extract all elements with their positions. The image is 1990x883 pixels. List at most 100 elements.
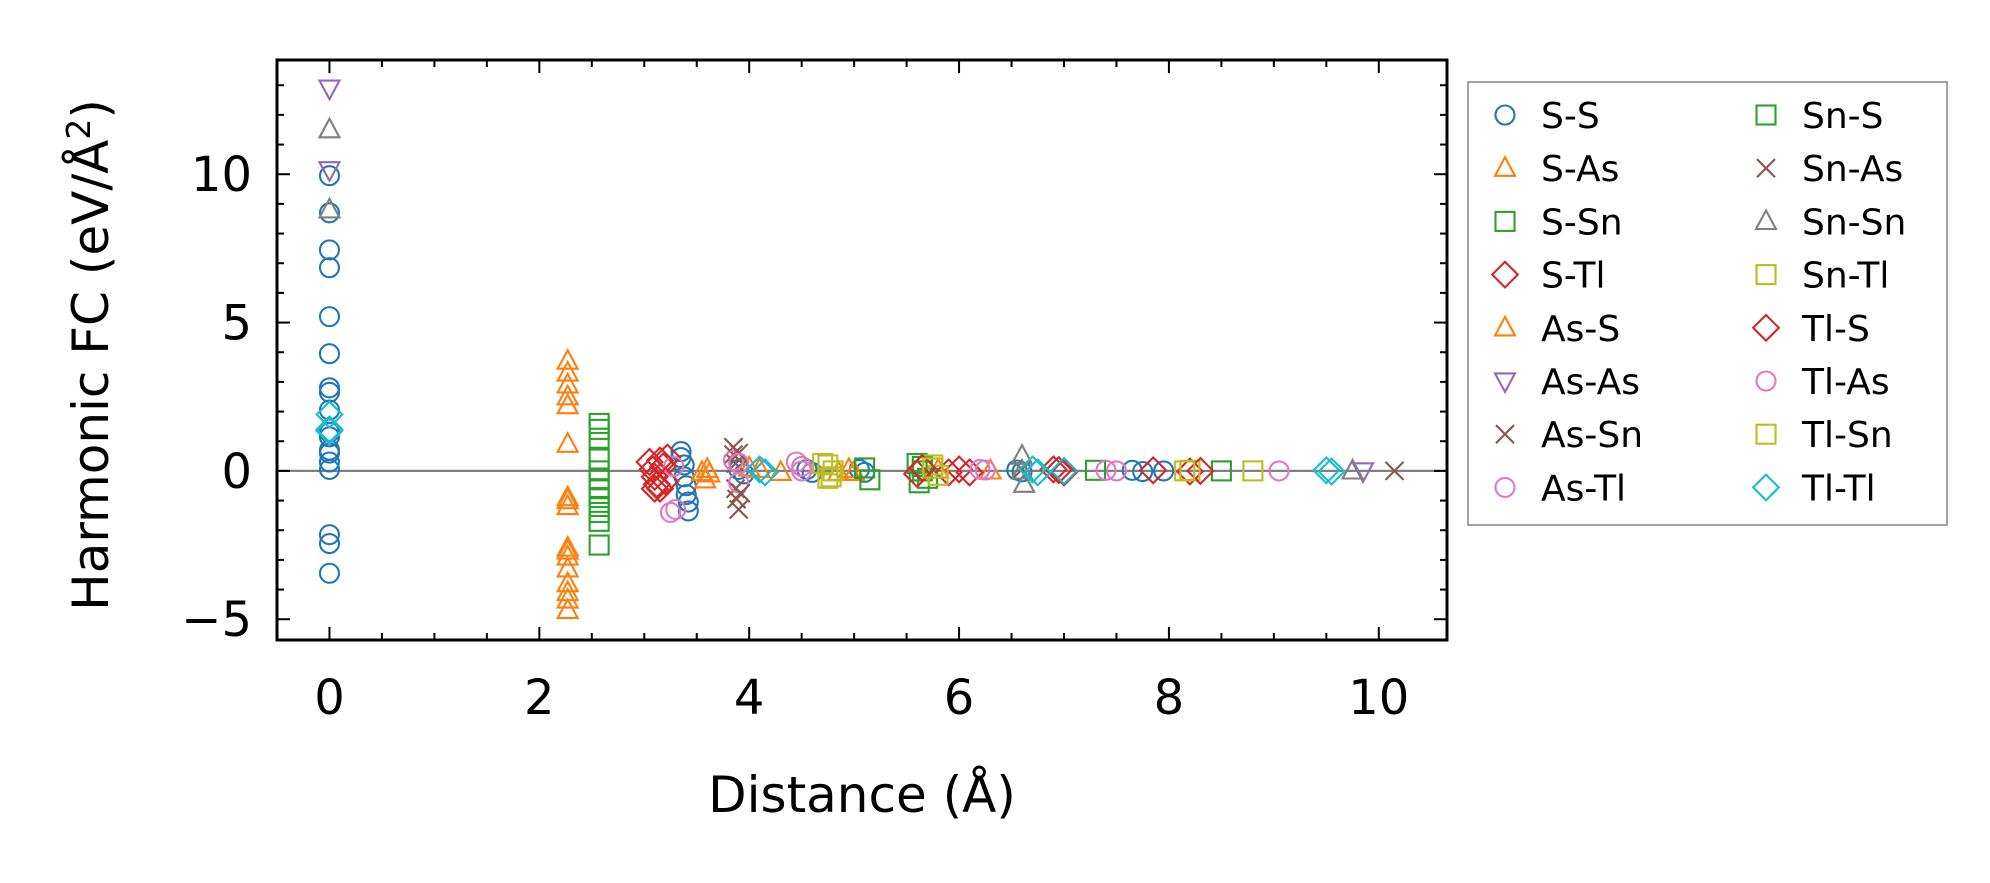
data-point-sn-sn xyxy=(317,116,342,139)
data-point-tl-as xyxy=(728,452,750,475)
data-point-s-s xyxy=(1132,460,1154,483)
data-point-sn-sn xyxy=(1012,471,1036,493)
data-point-s-tl xyxy=(1138,455,1168,485)
data-point-s-as xyxy=(555,383,580,406)
data-point-s-s xyxy=(318,257,341,279)
y-tick-label: 5 xyxy=(221,296,252,352)
y-tick-label: 0 xyxy=(221,444,252,500)
legend-marker-as-as xyxy=(1493,372,1517,395)
legend-marker-sn-tl xyxy=(1755,264,1777,286)
data-point-s-as xyxy=(555,392,580,415)
plot-frame xyxy=(275,58,1449,642)
data-point-s-as xyxy=(737,454,761,477)
data-point-tl-s xyxy=(1044,455,1074,485)
data-point-s-s xyxy=(1011,461,1033,483)
y-tick-label: −5 xyxy=(181,592,252,648)
legend-label-tl-tl: Tl-Tl xyxy=(1801,468,1876,509)
data-point-tl-sn xyxy=(817,467,839,489)
data-point-sn-as xyxy=(731,483,751,503)
data-point-s-s xyxy=(1153,460,1175,482)
data-point-tl-sn xyxy=(922,457,944,479)
data-point-as-as xyxy=(317,161,342,183)
x-axis-label: Distance (Å) xyxy=(708,766,1016,824)
y-axis-label-main: Harmonic FC (eV/Å xyxy=(62,140,120,611)
legend-label-tl-s: Tl-S xyxy=(1801,309,1870,350)
data-point-as-s xyxy=(693,466,717,489)
legend-marker-s-tl xyxy=(1490,260,1520,289)
y-axis-label-close: ) xyxy=(62,99,120,119)
data-point-tl-as xyxy=(791,455,813,477)
data-point-s-sn xyxy=(588,427,610,449)
legend-marker-tl-as xyxy=(1755,370,1777,392)
legend-label-s-as: S-As xyxy=(1541,149,1619,190)
legend-label-tl-sn: Tl-Sn xyxy=(1801,415,1893,456)
data-point-s-tl xyxy=(955,458,984,487)
data-point-s-as xyxy=(842,459,866,482)
legend-marker-s-sn xyxy=(1494,210,1516,232)
data-point-s-as xyxy=(555,534,580,557)
data-point-s-sn xyxy=(859,469,881,491)
data-point-as-s xyxy=(555,597,580,619)
data-point-as-tl xyxy=(1095,459,1117,481)
legend-label-s-s: S-S xyxy=(1541,96,1600,137)
data-point-s-as xyxy=(555,487,580,510)
data-point-s-sn xyxy=(588,510,610,532)
data-point-s-s xyxy=(318,458,341,480)
data-point-s-as xyxy=(555,555,580,578)
data-point-s-tl xyxy=(653,443,682,472)
data-point-tl-as xyxy=(974,459,996,481)
data-point-tl-tl xyxy=(1018,455,1047,484)
data-point-s-tl xyxy=(640,462,670,492)
data-point-tl-as xyxy=(1105,460,1128,482)
legend-label-as-sn: As-Sn xyxy=(1541,415,1643,456)
legend-label-sn-s: Sn-S xyxy=(1802,96,1884,137)
data-point-as-s xyxy=(555,537,580,560)
data-point-s-s xyxy=(318,562,341,584)
data-point-as-s xyxy=(555,484,580,507)
legend-marker-sn-as xyxy=(1756,158,1776,178)
data-point-s-s xyxy=(318,239,341,261)
data-point-tl-tl xyxy=(745,455,775,484)
legend-label-tl-as: Tl-As xyxy=(1801,362,1890,403)
y-axis-label: Harmonic FC (eV/Å2) xyxy=(59,99,120,611)
x-tick-label: 2 xyxy=(524,670,555,726)
data-point-s-as xyxy=(555,543,580,566)
data-point-sn-tl xyxy=(1242,460,1264,482)
legend-marker-s-s xyxy=(1494,104,1516,126)
legend-label-as-s: As-S xyxy=(1541,309,1620,350)
data-point-tl-tl xyxy=(315,415,344,444)
data-point-tl-tl xyxy=(315,400,344,429)
data-markers xyxy=(315,79,1405,619)
data-point-s-as xyxy=(555,347,580,370)
data-point-tl-s xyxy=(640,474,670,504)
data-point-tl-tl xyxy=(1049,456,1079,486)
data-point-s-as xyxy=(555,586,580,609)
data-point-sn-sn xyxy=(1340,457,1365,480)
data-point-tl-s xyxy=(902,459,932,489)
legend-marker-as-tl xyxy=(1494,476,1516,498)
data-point-s-s xyxy=(677,491,699,513)
data-point-s-s xyxy=(318,343,341,365)
data-point-s-s xyxy=(318,202,341,224)
data-point-as-sn xyxy=(728,499,749,520)
data-point-s-tl xyxy=(944,455,974,484)
data-point-sn-sn xyxy=(317,196,342,219)
legend-label-s-tl: S-Tl xyxy=(1541,256,1606,297)
axes: 0 2 4 6 8 10 −5 0 5 10 xyxy=(181,58,1449,726)
data-point-as-tl xyxy=(659,501,682,523)
data-point-tl-tl xyxy=(1023,458,1053,487)
data-point-s-sn xyxy=(588,448,610,470)
x-tick-label: 0 xyxy=(314,670,345,726)
data-point-as-as xyxy=(317,79,342,102)
legend-marker-sn-s xyxy=(1755,104,1777,126)
data-point-s-tl xyxy=(1039,455,1068,484)
data-point-as-s xyxy=(747,456,772,479)
legend-marker-sn-sn xyxy=(1754,208,1778,231)
data-point-as-tl xyxy=(722,449,745,472)
legend-label-sn-tl: Sn-Tl xyxy=(1802,256,1889,297)
data-point-tl-tl xyxy=(750,458,780,487)
legend-label-s-sn: S-Sn xyxy=(1541,202,1623,243)
data-point-s-tl xyxy=(645,474,675,504)
data-point-s-s xyxy=(318,306,341,328)
data-point-s-s xyxy=(318,451,341,473)
